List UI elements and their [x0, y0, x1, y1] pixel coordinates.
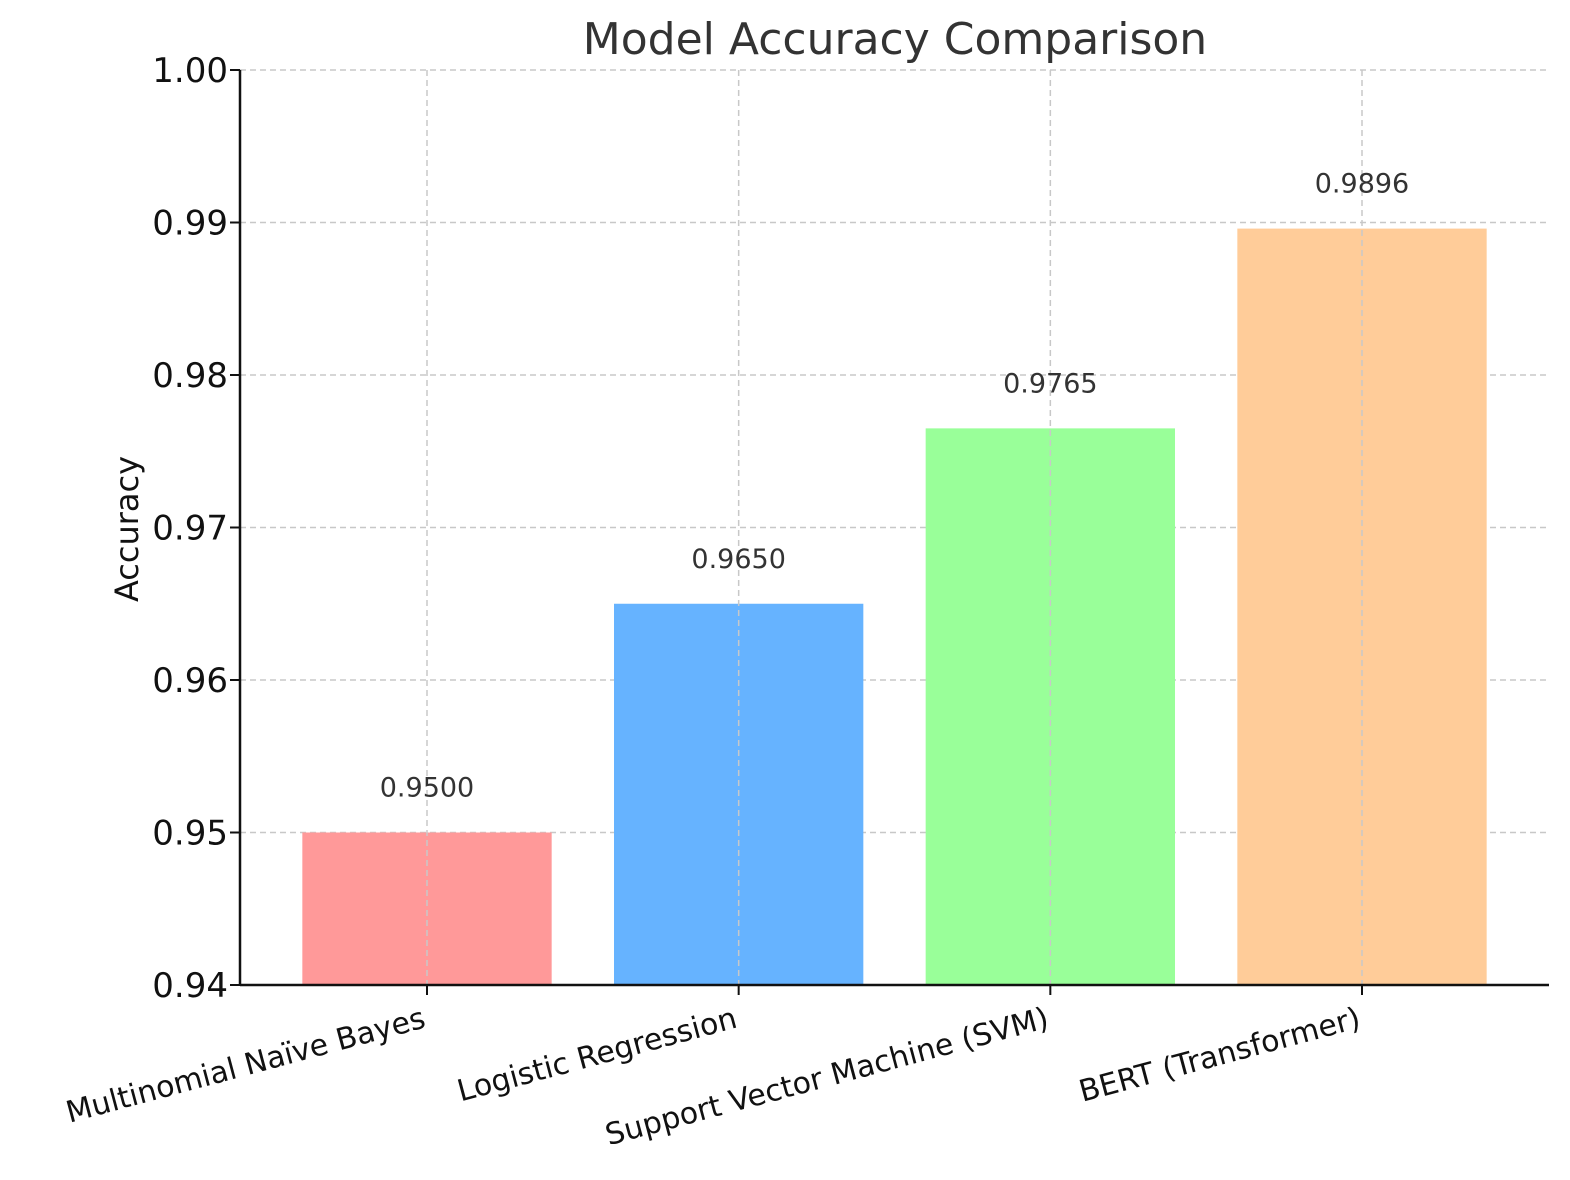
y-tick-label: 0.94 [152, 966, 228, 1006]
bars [302, 70, 1487, 986]
y-tick-label: 1.00 [152, 51, 228, 91]
labels: 0.94 0.95 0.96 0.97 0.98 0.99 1.00 Multinomial … [62, 51, 1409, 1153]
bar [302, 832, 552, 985]
bar-value-label: 0.9896 [1315, 169, 1409, 200]
y-tick-label: 0.97 [152, 509, 228, 549]
bar-value-label: 0.9650 [691, 544, 785, 575]
chart-title: Model Accuracy Comparison [583, 14, 1207, 65]
y-tick-label: 0.95 [152, 814, 228, 854]
y-tick-label: 0.98 [152, 356, 228, 396]
y-axis-label: Accuracy [108, 456, 146, 602]
axes [230, 69, 1549, 995]
bar-value-label: 0.9500 [380, 773, 474, 804]
y-tick-label: 0.99 [152, 204, 228, 244]
y-tick-label: 0.96 [152, 661, 228, 701]
x-tick-label: BERT (Transformer) [1075, 1001, 1364, 1110]
x-tick-label: Multinomial Naïve Bayes [62, 1001, 429, 1131]
bar-value-label: 0.9765 [1003, 368, 1097, 399]
